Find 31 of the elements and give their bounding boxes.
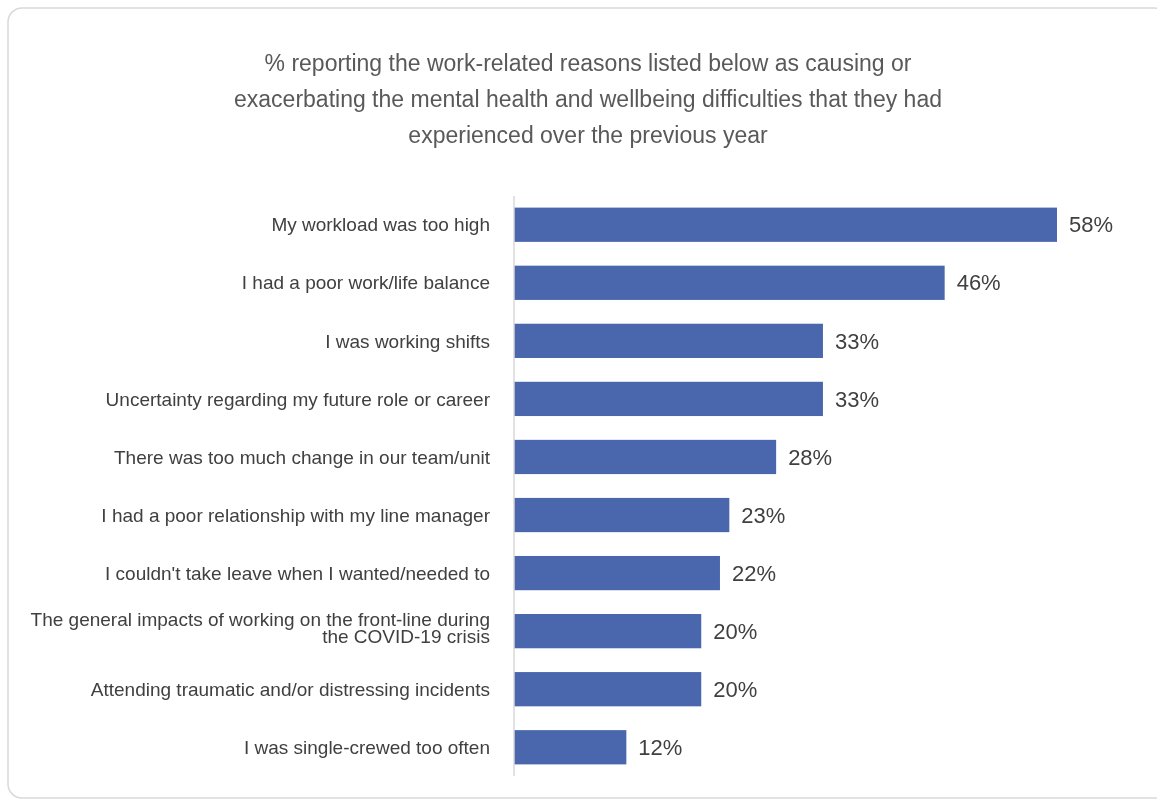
data-label: 20% — [713, 676, 758, 702]
y-tick-label: I couldn't take leave when I wanted/needed to — [105, 562, 490, 584]
bar — [514, 555, 720, 591]
data-label: 33% — [834, 328, 879, 354]
bar — [514, 207, 1057, 242]
data-label: 22% — [731, 560, 777, 586]
data-label: 23% — [741, 502, 786, 528]
bar — [514, 497, 730, 533]
y-tick-label: Attending traumatic and/or distressing incidents — [90, 678, 490, 700]
y-tick-label: I was working shifts — [325, 330, 490, 352]
data-label: 46% — [956, 270, 1001, 296]
data-label: 33% — [834, 386, 879, 412]
y-tick-label: I was single-crewed too often — [243, 736, 490, 758]
y-tick-label: I had a poor work/life balance — [241, 272, 490, 294]
data-label: 58% — [1069, 212, 1114, 238]
y-tick-label: There was too much change in our team/unit — [114, 446, 491, 468]
y-tick-label: Uncertainty regarding my future role or career — [105, 388, 491, 410]
y-tick-label: I had a poor relationship with my line manager — [101, 504, 491, 526]
bar — [514, 672, 702, 707]
y-tick-label: The general impacts of working on the front-line during the COVID-19 crisis — [30, 608, 490, 648]
bar — [514, 323, 823, 358]
data-label: 20% — [713, 618, 758, 644]
bar — [514, 614, 702, 649]
bar — [514, 265, 945, 300]
chart-title: % reporting the work-related reasons listed below as causing or exacerbating the mental health and wellbeing difficulties that they had experienced over the previous year — [234, 50, 942, 148]
data-label: 12% — [638, 734, 683, 760]
bar — [514, 439, 777, 475]
y-tick-label: My workload was too high — [271, 214, 490, 236]
data-label: 28% — [788, 444, 833, 470]
bar — [514, 381, 823, 417]
bar — [514, 730, 627, 765]
